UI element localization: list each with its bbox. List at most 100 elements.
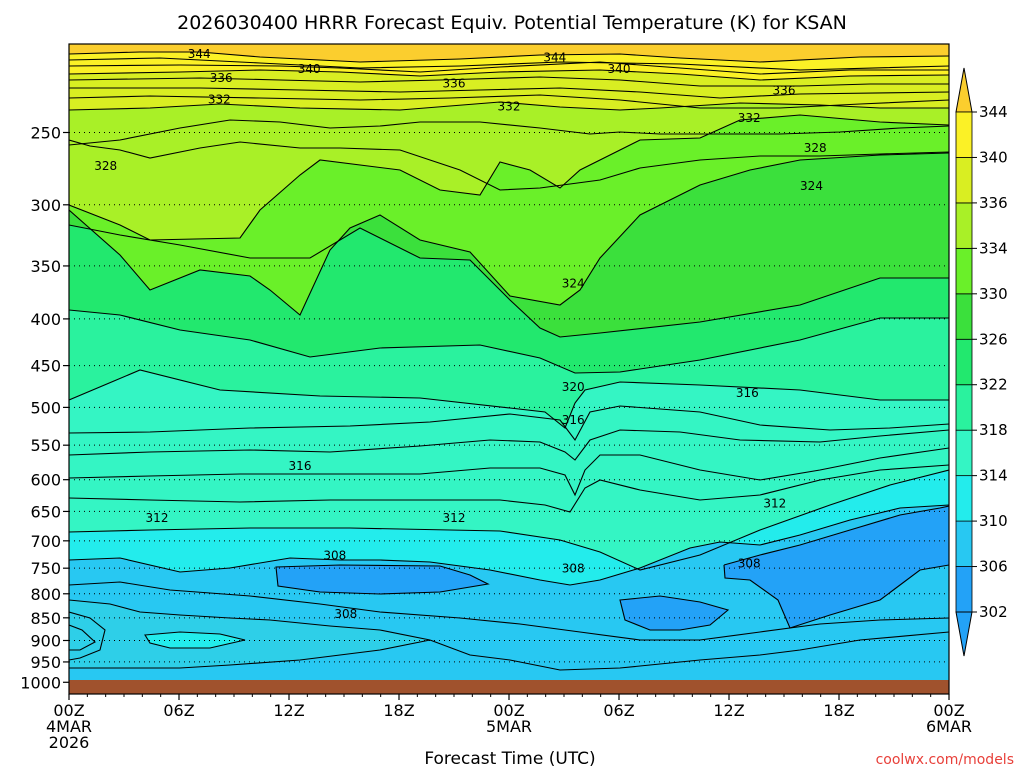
contour-label: 340	[608, 62, 631, 76]
fill-band-306	[69, 600, 430, 668]
y-tick-label: 700	[30, 532, 61, 551]
contour-label: 332	[498, 99, 521, 113]
x-tick-label: 12Z	[273, 701, 304, 720]
contour-label: 316	[736, 386, 759, 400]
colorbar-top-arrow	[955, 67, 973, 113]
contour-label: 320	[562, 380, 585, 394]
colorbar-segment	[955, 202, 973, 249]
colorbar-segment	[955, 429, 973, 477]
colorbar-label: 322	[979, 376, 1008, 394]
colorbar-label: 336	[979, 194, 1008, 212]
y-tick-label: 550	[30, 436, 61, 455]
y-tick-label: 350	[30, 257, 61, 276]
contour-306	[69, 599, 431, 669]
fill-band-340	[69, 44, 949, 62]
contour-label: 312	[763, 496, 786, 510]
x-tick-label: 18Z	[823, 701, 854, 720]
contour-label: 308	[562, 562, 585, 576]
colorbar: 302 306 310 314 318 322 326 330 334 336 340 344	[955, 67, 1008, 657]
contour-label: 312	[146, 511, 169, 525]
contour-label: 316	[562, 413, 585, 427]
y-tick-label: 500	[30, 398, 61, 417]
contour-330	[69, 101, 949, 111]
y-tick-label: 250	[30, 123, 61, 142]
contour-308	[69, 504, 949, 586]
contour-label: 308	[738, 556, 761, 570]
y-tick-label: 650	[30, 502, 61, 521]
contour-326	[69, 139, 949, 191]
contour-label: 308	[323, 548, 346, 562]
contour-label: 312	[443, 511, 466, 525]
x-tick-label: 5MAR	[486, 717, 532, 736]
x-tick-label: 06Z	[603, 701, 634, 720]
contour-316	[69, 405, 949, 442]
colorbar-label: 318	[979, 421, 1008, 439]
contour-336	[69, 76, 949, 87]
y-tick-label: 400	[30, 310, 61, 329]
contour-304	[69, 624, 96, 651]
contour-324	[69, 152, 949, 316]
colorbar-bottom-arrow	[955, 611, 973, 657]
contour-312	[69, 469, 949, 571]
y-tick-label: 1000	[20, 673, 61, 692]
colorbar-label: 340	[979, 148, 1008, 166]
colorbar-segment	[955, 520, 973, 567]
colorbar-segment	[955, 157, 973, 204]
chart-title: 2026030400 HRRR Forecast Equiv. Potentia…	[177, 12, 847, 34]
x-tick-label: 00Z	[493, 701, 524, 720]
colorbar-segment	[955, 566, 973, 613]
colorbar-label: 330	[979, 285, 1008, 303]
fill-band-320	[69, 310, 949, 428]
fill-band-302	[724, 506, 949, 628]
colorbar-segment	[955, 247, 973, 295]
x-tick-label: 12Z	[713, 701, 744, 720]
contour-344	[69, 51, 949, 63]
contour-328	[69, 119, 949, 146]
x-tick-label: 06Z	[163, 701, 194, 720]
x-axis-label: Forecast Time (UTC)	[424, 749, 595, 768]
contour-304	[275, 564, 490, 595]
plot-area	[69, 44, 949, 680]
y-gridlines	[69, 131, 949, 683]
contour-306	[429, 631, 949, 671]
y-tick-label: 750	[30, 559, 61, 578]
contour-label: 344	[188, 47, 211, 61]
contour-label: 332	[208, 92, 231, 106]
contour-label: 336	[773, 84, 796, 98]
x-tick-label: 2026	[49, 733, 90, 752]
contour-332	[69, 94, 949, 109]
y-tick-label: 800	[30, 585, 61, 604]
colorbar-label: 344	[979, 103, 1008, 121]
x-tick-label: 00Z	[933, 701, 964, 720]
contour-342	[69, 57, 949, 71]
contour-label: 332	[738, 111, 761, 125]
contour-lines	[69, 51, 949, 671]
contour-label: 336	[443, 77, 466, 91]
contour-318	[69, 369, 949, 429]
ground-band	[69, 680, 949, 694]
colorbar-segment	[955, 338, 973, 386]
contour-label: 324	[562, 277, 585, 291]
contour-340	[69, 61, 949, 75]
contour-label: 340	[298, 62, 321, 76]
contour-315	[69, 429, 949, 461]
colorbar-segment	[955, 384, 973, 431]
x-tick-label: 18Z	[383, 701, 414, 720]
contour-338	[69, 69, 949, 81]
contour-310	[69, 581, 949, 641]
x-tick-label: 00Z	[53, 701, 84, 720]
contour-329	[69, 114, 949, 241]
y-axis: 250 300 350 400 450 500 550 600 650 700 750 800 850 9…	[20, 123, 69, 692]
contour-314	[69, 447, 949, 497]
contour-label: 344	[543, 51, 566, 65]
fill-band-302	[276, 565, 488, 594]
contour-label: 336	[210, 71, 233, 85]
contour-label: 324	[800, 179, 823, 193]
colorbar-label: 306	[979, 558, 1008, 576]
contour-304	[619, 595, 730, 631]
contour-label: 328	[804, 141, 827, 155]
contour-label: 308	[334, 607, 357, 621]
y-tick-label: 850	[30, 609, 61, 628]
